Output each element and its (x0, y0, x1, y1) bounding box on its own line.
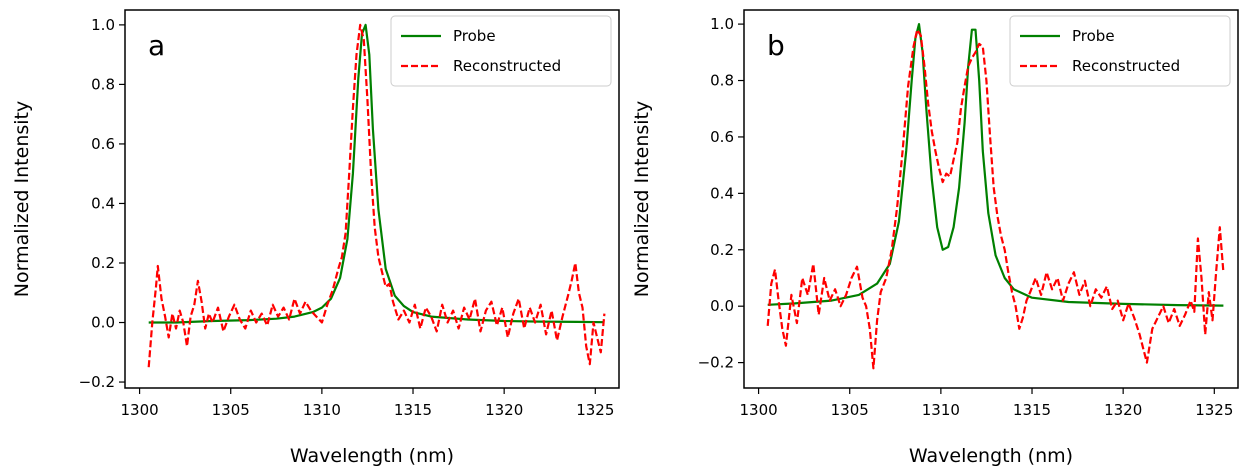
y-tick-label: 0.2 (91, 254, 115, 272)
chart-panel-a: 1300 1305 1310 1315 1320 1325 −0.2 0.0 0.2 0.4 0.6… (11, 9, 620, 467)
plot-frame (743, 9, 1239, 389)
y-axis-label: Normalized Intensity (11, 101, 33, 298)
y-tick-label: 0.4 (91, 194, 115, 212)
y-tick-label: 0.0 (91, 314, 115, 332)
y-tick-label: 0.6 (710, 128, 734, 146)
series-line-reconstructed (766, 28, 1225, 370)
x-tick-label: 1320 (485, 401, 523, 419)
y-tick-label: −0.2 (698, 354, 734, 372)
y-tick-label: 0.2 (710, 241, 734, 259)
legend: Probe Reconstructed (1009, 15, 1231, 87)
y-tick-label: 0.8 (710, 72, 734, 90)
x-tick-label: 1300 (739, 401, 777, 419)
series-line-reconstructed (147, 23, 606, 368)
x-axis-label: Wavelength (nm) (290, 445, 454, 467)
y-tick-label: −0.2 (79, 373, 115, 391)
plot-frame (124, 9, 620, 389)
y-tick-label: 1.0 (710, 15, 734, 33)
x-tick-label: 1315 (1013, 401, 1051, 419)
x-tick-label: 1315 (394, 401, 432, 419)
y-axis-label: Normalized Intensity (631, 101, 653, 298)
x-tick-label: 1310 (303, 401, 341, 419)
y-tick-label: 0.8 (91, 75, 115, 93)
panel-label: a (148, 29, 165, 62)
y-tick-label: 1.0 (91, 16, 115, 34)
legend-label-reconstructed: Reconstructed (1072, 57, 1180, 75)
legend-label-reconstructed: Reconstructed (453, 57, 561, 75)
legend-label-probe: Probe (453, 27, 496, 45)
legend-label-probe: Probe (1072, 27, 1115, 45)
y-tick-label: 0.6 (91, 135, 115, 153)
x-tick-label: 1300 (120, 401, 158, 419)
x-tick-label: 1305 (212, 401, 250, 419)
chart-panel-b: 1300 1305 1310 1315 1320 1325 −0.2 0.0 0.2 0.4 0.6… (631, 9, 1239, 467)
series-line-probe (767, 23, 1224, 307)
legend: Probe Reconstructed (390, 15, 612, 87)
x-tick-label: 1320 (1104, 401, 1142, 419)
y-tick-label: 0.4 (710, 184, 734, 202)
x-tick-label: 1310 (922, 401, 960, 419)
x-tick-label: 1325 (576, 401, 614, 419)
panel-label: b (767, 29, 785, 62)
legend-box (1009, 15, 1231, 87)
x-tick-label: 1305 (831, 401, 869, 419)
x-axis-label: Wavelength (nm) (909, 445, 1073, 467)
legend-box (390, 15, 612, 87)
y-tick-label: 0.0 (710, 297, 734, 315)
x-tick-label: 1325 (1195, 401, 1233, 419)
